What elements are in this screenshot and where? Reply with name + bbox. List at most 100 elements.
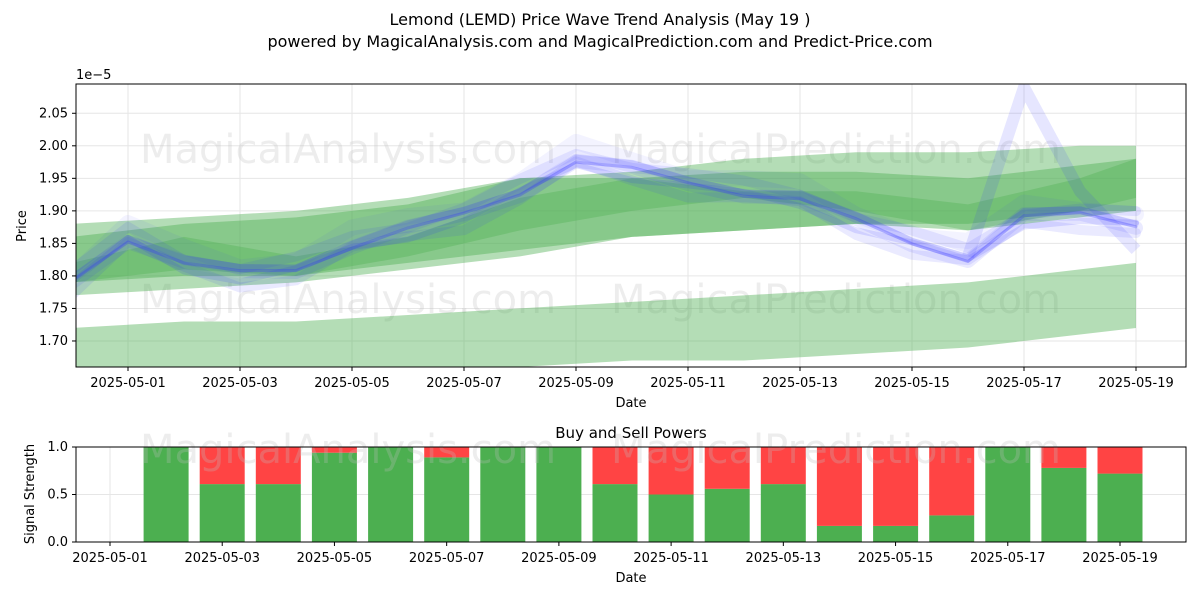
price-x-tick-label: 2025-05-13 <box>762 376 838 391</box>
figure-subtitle: powered by MagicalAnalysis.com and Magic… <box>267 32 932 51</box>
signal-x-tick-label: 2025-05-01 <box>72 551 148 566</box>
price-x-axis-label: Date <box>615 396 646 411</box>
sell-bar <box>199 447 245 485</box>
price-chart: MagicalAnalysis.com MagicalPrediction.co… <box>15 68 1187 411</box>
signal-y-tick-label: 1.0 <box>47 440 68 455</box>
price-x-tick-label: 2025-05-01 <box>90 376 166 391</box>
sell-bar <box>929 447 975 516</box>
buy-bar <box>480 447 526 542</box>
trend-bands <box>76 145 1136 367</box>
sell-bar <box>592 447 638 485</box>
watermark-mid-right: MagicalPrediction.com <box>611 277 1061 323</box>
signal-chart: Buy and Sell Powers MagicalAnalysis.com … <box>23 424 1187 586</box>
signal-x-tick-label: 2025-05-11 <box>633 551 709 566</box>
sell-bar <box>255 447 301 485</box>
signal-x-tick-label: 2025-05-19 <box>1082 551 1158 566</box>
price-wave-line <box>76 156 1141 299</box>
signal-chart-watermarks: MagicalAnalysis.com MagicalPrediction.co… <box>140 427 1061 473</box>
price-x-ticks: 2025-05-01 2025-05-03 2025-05-05 2025-05-07… <box>90 367 1174 391</box>
sell-bar <box>704 447 750 489</box>
sell-bar <box>873 447 919 526</box>
price-x-tick-label: 2025-05-09 <box>538 376 614 391</box>
sell-bar <box>760 447 806 485</box>
y-offset-label: 1e−5 <box>76 68 111 83</box>
buy-bar <box>760 484 806 542</box>
price-y-tick-label: 1.70 <box>39 334 68 349</box>
signal-x-tick-label: 2025-05-03 <box>184 551 260 566</box>
watermark-bottom-left: MagicalAnalysis.com <box>140 427 556 473</box>
price-x-tick-label: 2025-05-19 <box>1098 376 1174 391</box>
signal-y-ticks: 0.0 0.5 1.0 <box>47 440 76 550</box>
price-wave-line <box>76 160 1138 281</box>
signal-x-tick-label: 2025-05-13 <box>746 551 822 566</box>
figure-title: Lemond (LEMD) Price Wave Trend Analysis … <box>389 10 810 29</box>
price-wave-line <box>962 84 1141 259</box>
price-wave-line <box>76 154 1139 279</box>
price-y-tick-label: 2.05 <box>39 106 68 121</box>
signal-chart-title: Buy and Sell Powers <box>555 424 707 442</box>
price-x-tick-label: 2025-05-15 <box>874 376 950 391</box>
price-wave-line <box>76 153 1143 289</box>
sell-bar <box>424 447 470 458</box>
price-x-tick-label: 2025-05-03 <box>202 376 278 391</box>
price-y-tick-label: 1.85 <box>39 236 68 251</box>
price-x-tick-label: 2025-05-05 <box>314 376 390 391</box>
buy-bar <box>873 525 919 542</box>
buy-bar <box>199 484 245 542</box>
signal-x-tick-label: 2025-05-05 <box>297 551 373 566</box>
signal-x-tick-label: 2025-05-15 <box>858 551 934 566</box>
watermark-mid-left: MagicalAnalysis.com <box>140 277 556 323</box>
price-x-tick-label: 2025-05-11 <box>650 376 726 391</box>
buy-bar <box>704 488 750 542</box>
buy-bar <box>368 447 414 542</box>
buy-bar <box>1041 467 1087 542</box>
price-y-tick-label: 1.80 <box>39 269 68 284</box>
price-x-tick-label: 2025-05-07 <box>426 376 502 391</box>
buy-bar <box>143 447 189 542</box>
price-wave-line <box>76 148 1141 275</box>
signal-x-tick-label: 2025-05-17 <box>970 551 1046 566</box>
buy-bar <box>536 447 582 542</box>
price-chart-watermarks: MagicalAnalysis.com MagicalPrediction.co… <box>140 127 1061 323</box>
buy-bar <box>1097 473 1143 542</box>
price-wave-line <box>76 133 1144 283</box>
price-y-axis-label: Price <box>15 210 30 242</box>
price-y-tick-label: 2.00 <box>39 139 68 154</box>
sell-bar <box>1041 447 1087 468</box>
trend-band <box>76 158 1136 296</box>
buy-bar <box>985 447 1031 542</box>
price-y-ticks: 1.70 1.75 1.80 1.85 1.90 1.95 2.00 2.05 <box>39 106 76 349</box>
price-y-tick-label: 1.75 <box>39 301 68 316</box>
signal-x-ticks: 2025-05-01 2025-05-03 2025-05-05 2025-05-07… <box>72 542 1158 566</box>
trend-band <box>76 145 1136 283</box>
signal-x-tick-label: 2025-05-09 <box>521 551 597 566</box>
price-x-tick-label: 2025-05-17 <box>986 376 1062 391</box>
trend-band <box>76 262 1136 367</box>
buy-bar <box>424 457 470 542</box>
signal-x-axis-label: Date <box>615 571 646 586</box>
signal-y-tick-label: 0.5 <box>47 488 68 503</box>
price-y-tick-label: 1.95 <box>39 171 68 186</box>
sell-bar <box>311 447 357 453</box>
buy-bar <box>929 515 975 542</box>
watermark-top-left: MagicalAnalysis.com <box>140 127 556 173</box>
signal-x-tick-label: 2025-05-07 <box>409 551 485 566</box>
price-wave-line <box>76 162 1139 285</box>
signal-bars <box>143 447 1143 542</box>
signal-y-tick-label: 0.0 <box>47 535 68 550</box>
buy-bar <box>255 484 301 542</box>
sell-bar <box>816 447 862 526</box>
price-chart-grid <box>76 84 1186 367</box>
price-y-tick-label: 1.90 <box>39 204 68 219</box>
watermark-top-right: MagicalPrediction.com <box>611 127 1061 173</box>
price-chart-frame <box>75 83 1187 368</box>
buy-bar <box>648 494 694 542</box>
signal-y-axis-label: Signal Strength <box>23 444 38 544</box>
sell-bar <box>648 447 694 495</box>
buy-bar <box>592 484 638 542</box>
buy-bar <box>311 452 357 542</box>
watermark-bottom-right: MagicalPrediction.com <box>611 427 1061 473</box>
trend-band <box>76 158 1136 282</box>
